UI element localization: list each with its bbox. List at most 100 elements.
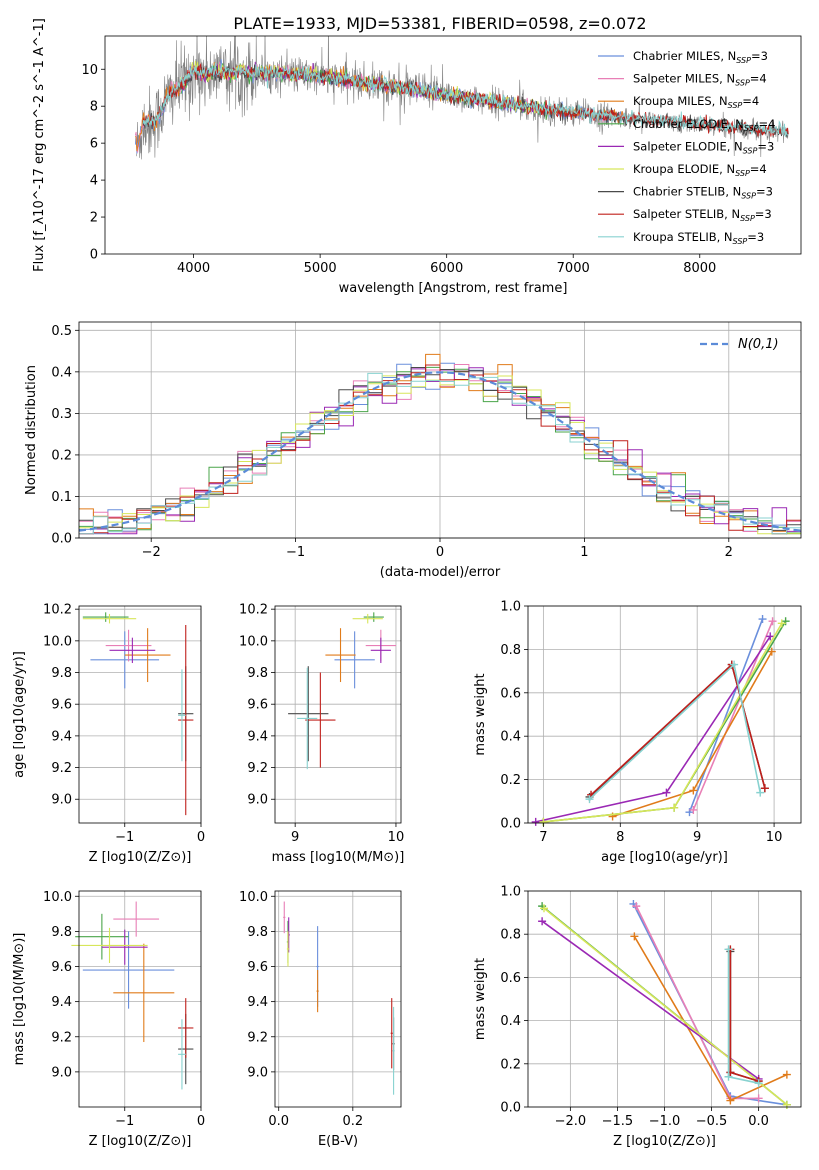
legend-sub: SSP xyxy=(741,192,756,201)
y-tick-label: 9.0 xyxy=(247,1065,268,1080)
axes-frame xyxy=(274,605,402,824)
y-axis-label: mass [log10(M/M⊙)] xyxy=(12,933,27,1066)
y-axis-label: mass weight xyxy=(473,673,488,755)
y-tick-label: 9.6 xyxy=(51,698,72,713)
x-tick-label: 0.0 xyxy=(268,1114,289,1129)
panel-mass_vs_Z: −1 0 9.0 9.2 9.4 9.6 9.8 10.0 Z [log10(Z/Z⊙)] mas… xyxy=(12,890,205,1149)
marker-plus xyxy=(756,788,765,797)
legend-sub: SSP xyxy=(728,101,743,110)
y-tick-label: 9.6 xyxy=(247,960,268,975)
legend-count: =3 xyxy=(751,49,768,63)
legend-count: =3 xyxy=(757,139,774,153)
y-tick-label: 10.0 xyxy=(43,890,72,905)
marker-plus xyxy=(585,795,594,804)
x-tick-label: 1 xyxy=(580,545,588,560)
axes-frame xyxy=(78,605,202,824)
legend-count: =3 xyxy=(756,185,773,199)
marker-plus xyxy=(724,945,733,954)
x-tick-label: −1.5 xyxy=(602,1114,634,1129)
marker-plus xyxy=(540,904,549,913)
y-tick-label: 8 xyxy=(90,100,98,115)
x-tick-label: 9 xyxy=(291,830,299,845)
y-tick-label: 2 xyxy=(90,211,98,226)
x-tick-label: 9 xyxy=(693,830,701,845)
panel-mw_vs_Z: −2.0 −1.5 −1.0 −0.5 0.0 0.0 0.2 0.4 0.6 0.8 1.0 Z [… xyxy=(473,885,802,1149)
y-tick-label: 10.0 xyxy=(43,634,72,649)
legend-model: Salpeter STELIB, N xyxy=(633,207,740,221)
axes-frame xyxy=(78,321,802,539)
marker-plus xyxy=(768,617,777,626)
y-tick-label: 0.8 xyxy=(500,643,521,658)
x-tick-label: 8000 xyxy=(683,261,716,276)
marker-plus xyxy=(726,1096,735,1105)
marker-plus xyxy=(689,805,698,814)
y-tick-label: 9.0 xyxy=(51,793,72,808)
x-axis-label: age [log10(age/yr)] xyxy=(601,850,728,865)
y-tick-label: 9.4 xyxy=(247,995,268,1010)
y-tick-label: 9.2 xyxy=(247,761,268,776)
legend-model: Salpeter MILES, N xyxy=(633,72,735,86)
legend-label: Kroupa MILES, NSSP=4 xyxy=(633,94,759,110)
y-tick-label: 9.8 xyxy=(247,925,268,940)
legend-model: Salpeter ELODIE, N xyxy=(633,139,743,153)
marker-plus xyxy=(726,1068,735,1077)
axes-frame xyxy=(274,890,402,1108)
legend-label: Chabrier STELIB, NSSP=3 xyxy=(633,185,773,201)
panel-residuals: −2 −1 0 1 2 0.0 0.1 0.2 0.3 0.4 0.5 (data-model)/er… xyxy=(24,321,802,580)
x-axis-label: Z [log10(Z/Z⊙)] xyxy=(613,1134,716,1149)
legend-label: Salpeter MILES, NSSP=4 xyxy=(633,72,767,88)
marker-plus xyxy=(670,803,679,812)
legend-label: Kroupa STELIB, NSSP=3 xyxy=(633,230,764,246)
y-tick-label: 0.6 xyxy=(500,971,521,986)
x-tick-label: −2 xyxy=(142,545,161,560)
y-axis-label: age [log10(age/yr)] xyxy=(12,651,27,778)
legend-model: Kroupa STELIB, N xyxy=(633,230,733,244)
y-tick-label: 10.2 xyxy=(43,603,72,618)
y-tick-label: 0.4 xyxy=(500,730,521,745)
x-tick-label: 0 xyxy=(436,545,444,560)
y-tick-label: 1.0 xyxy=(500,600,521,615)
y-tick-label: 9.0 xyxy=(51,1065,72,1080)
y-tick-label: 9.8 xyxy=(51,666,72,681)
y-tick-label: 0.0 xyxy=(51,532,72,547)
panel-age_vs_Z: −1 0 9.0 9.2 9.4 9.6 9.8 10.0 10.2 Z [log10(Z/Z⊙)… xyxy=(12,603,205,865)
axes-frame xyxy=(527,890,802,1108)
y-axis-label: Normed distribution xyxy=(24,365,39,495)
legend-model: Chabrier STELIB, N xyxy=(633,185,741,199)
legend-label: Chabrier ELODIE, NSSP=4 xyxy=(633,117,775,133)
y-tick-label: 0 xyxy=(90,248,98,263)
axes-frame xyxy=(104,35,802,255)
marker-plus xyxy=(632,902,641,911)
marker-plus xyxy=(754,1079,763,1088)
legend-sub: SSP xyxy=(735,79,750,88)
x-tick-label: −0.5 xyxy=(696,1114,728,1129)
axes-frame xyxy=(78,890,202,1108)
marker-plus xyxy=(538,917,547,926)
x-tick-label: 0.2 xyxy=(342,1114,363,1129)
x-tick-label: 5000 xyxy=(304,261,337,276)
legend-model: Kroupa ELODIE, N xyxy=(633,162,735,176)
y-tick-label: 0.3 xyxy=(51,407,72,422)
legend-sub: SSP xyxy=(735,169,750,178)
x-tick-label: 0 xyxy=(197,830,205,845)
marker-plus xyxy=(777,619,786,628)
legend-label: N(0,1) xyxy=(738,337,779,352)
series-kroupa-elodie xyxy=(543,907,788,1106)
y-tick-label: 0.2 xyxy=(500,773,521,788)
y-tick-label: 10 xyxy=(81,63,98,78)
legend-sub: SSP xyxy=(736,56,751,65)
x-tick-label: 10 xyxy=(388,830,405,845)
y-tick-label: 9.4 xyxy=(51,729,72,744)
y-tick-label: 0.4 xyxy=(51,365,72,380)
y-tick-label: 1.0 xyxy=(500,885,521,900)
histogram-kroupa-stelib xyxy=(79,372,801,535)
figure-title: PLATE=1933, MJD=53381, FIBERID=0598, z=0… xyxy=(233,14,646,33)
normal-curve xyxy=(78,371,802,532)
y-tick-label: 9.8 xyxy=(247,666,268,681)
marker-plus xyxy=(760,784,769,793)
panel-age_vs_mass: 9 10 9.0 9.2 9.4 9.6 9.8 10.0 10.2 mass [log10(M/… xyxy=(239,603,404,865)
x-axis-label: E(B-V) xyxy=(318,1134,358,1149)
panel-mass_vs_EBV: 0.0 0.2 9.0 9.2 9.4 9.6 9.8 10.0 E(B-V) xyxy=(239,890,402,1149)
axes-frame xyxy=(527,605,802,824)
legend-model: Kroupa MILES, N xyxy=(633,94,728,108)
